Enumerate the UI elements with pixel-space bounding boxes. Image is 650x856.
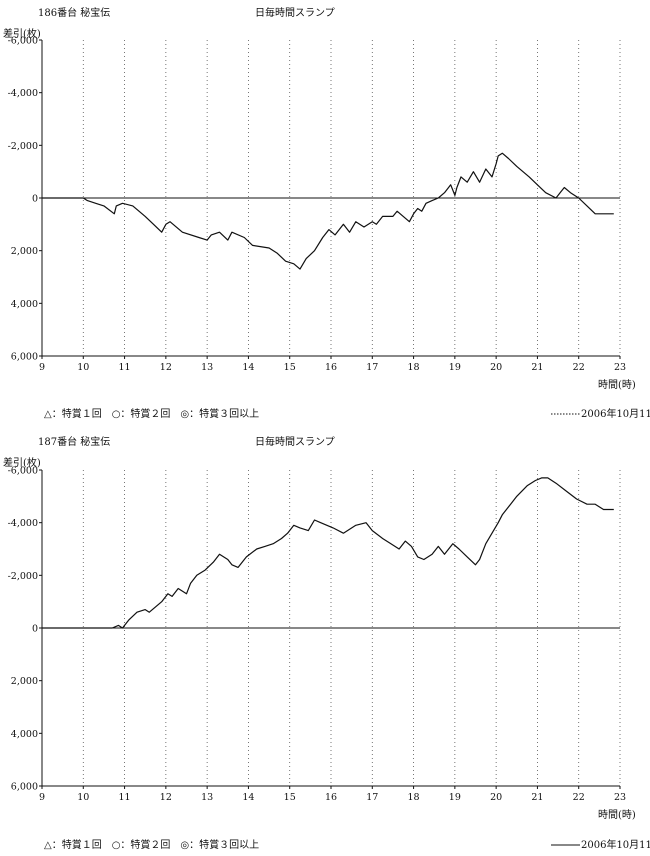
y-tick-label: 2,000 — [11, 246, 38, 257]
y-tick-label: 0 — [32, 624, 38, 635]
x-tick-label: 16 — [325, 362, 337, 373]
x-tick-label: 14 — [242, 792, 254, 803]
chart-1-x-ticks: 9 10 11 12 13 14 15 16 17 18 19 20 21 22 23 — [39, 356, 626, 373]
x-tick-label: 23 — [614, 792, 626, 803]
x-tick-label: 17 — [366, 362, 378, 373]
x-tick-label: 23 — [614, 362, 626, 373]
chart-1-gridlines — [82, 40, 621, 356]
y-tick-label: -4,000 — [8, 88, 38, 99]
y-tick-label: -6,000 — [8, 36, 38, 47]
y-tick-label: 6,000 — [11, 352, 38, 363]
chart-2: 187番台 秘宝伝 日毎時間スランプ 差引(枚) 時間(時) -6,000 -4,… — [3, 435, 650, 851]
chart-1-title: 日毎時間スランプ — [255, 6, 335, 19]
x-tick-label: 16 — [325, 792, 337, 803]
chart-1: 186番台 秘宝伝 日毎時間スランプ 差引(枚) 時間(時) -6,000 -4,… — [3, 6, 650, 420]
chart-1-y-ticks: -6,000 -4,000 -2,000 0 2,000 4,000 6,000 — [8, 36, 42, 363]
x-tick-label: 22 — [573, 792, 585, 803]
y-tick-label: 4,000 — [11, 299, 38, 310]
chart-2-y-axis-label: 差引(枚) — [3, 456, 41, 469]
y-tick-label: 6,000 — [11, 782, 38, 793]
x-tick-label: 20 — [490, 362, 502, 373]
y-tick-label: 4,000 — [11, 729, 38, 740]
y-tick-label: -2,000 — [8, 141, 38, 152]
chart-1-header: 186番台 秘宝伝 — [38, 6, 110, 19]
y-tick-label: -6,000 — [8, 466, 38, 477]
x-tick-label: 22 — [573, 362, 585, 373]
x-tick-label: 13 — [201, 362, 213, 373]
x-tick-label: 19 — [449, 792, 461, 803]
chart-1-series — [42, 152, 614, 270]
chart-1-legend: △：特賞１回 ○：特賞２回 ◎：特賞３回以上 — [44, 407, 259, 420]
y-tick-label: -4,000 — [8, 518, 38, 529]
series-line — [42, 477, 614, 629]
x-tick-label: 15 — [284, 792, 296, 803]
chart-2-gridlines — [82, 470, 621, 786]
chart-2-date: 2006年10月11日 — [581, 838, 650, 851]
y-tick-label: 0 — [32, 194, 38, 205]
x-tick-label: 20 — [490, 792, 502, 803]
x-tick-label: 10 — [77, 362, 89, 373]
x-tick-label: 9 — [39, 362, 45, 373]
x-tick-label: 10 — [77, 792, 89, 803]
y-tick-label: 2,000 — [11, 676, 38, 687]
x-tick-label: 19 — [449, 362, 461, 373]
x-tick-label: 11 — [119, 792, 131, 803]
chart-2-legend: △：特賞１回 ○：特賞２回 ◎：特賞３回以上 — [44, 838, 259, 851]
x-tick-label: 12 — [160, 792, 172, 803]
chart-2-header: 187番台 秘宝伝 — [38, 435, 110, 448]
x-tick-label: 14 — [242, 362, 254, 373]
chart-2-title: 日毎時間スランプ — [255, 435, 335, 448]
chart-1-x-axis-label: 時間(時) — [598, 379, 636, 391]
x-tick-label: 18 — [408, 792, 420, 803]
x-tick-label: 15 — [284, 362, 296, 373]
x-tick-label: 13 — [201, 792, 213, 803]
x-tick-label: 21 — [531, 792, 543, 803]
chart-2-x-axis-label: 時間(時) — [598, 809, 636, 821]
series-line — [42, 152, 614, 270]
x-tick-label: 12 — [160, 362, 172, 373]
chart-2-series — [42, 477, 614, 629]
chart-1-date: 2006年10月11日 — [581, 407, 650, 420]
x-tick-label: 9 — [39, 792, 45, 803]
chart-1-y-axis-label: 差引(枚) — [3, 27, 41, 40]
chart-2-y-ticks: -6,000 -4,000 -2,000 0 2,000 4,000 6,000 — [8, 466, 42, 793]
x-tick-label: 11 — [119, 362, 131, 373]
y-tick-label: -2,000 — [8, 571, 38, 582]
x-tick-label: 21 — [531, 362, 543, 373]
x-tick-label: 17 — [366, 792, 378, 803]
x-tick-label: 18 — [408, 362, 420, 373]
chart-2-x-ticks: 9 10 11 12 13 14 15 16 17 18 19 20 21 22 23 — [39, 786, 626, 803]
